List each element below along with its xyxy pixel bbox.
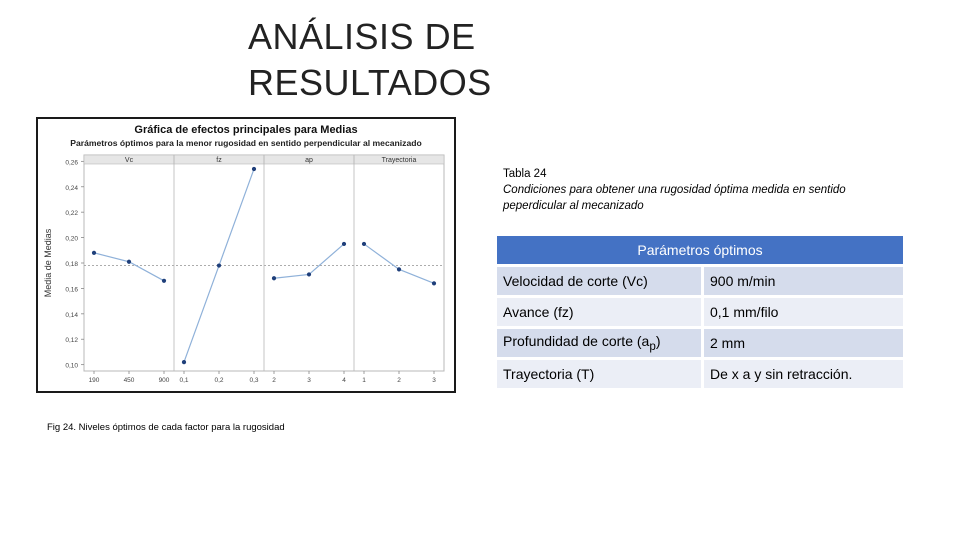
panel-label: Trayectoria (382, 157, 417, 164)
data-point (341, 241, 347, 247)
data-point (431, 281, 437, 286)
data-point (161, 278, 167, 283)
table-description: Condiciones para obtener una rugosidad ó… (503, 184, 846, 212)
panel-label: fz (216, 157, 222, 164)
x-tick-label: 0,3 (249, 377, 258, 384)
data-point (306, 272, 312, 277)
y-tick-label: 0,12 (65, 337, 78, 344)
panel-label: Vc (125, 157, 134, 164)
param-cell: Profundidad de corte (ap) (497, 326, 704, 359)
x-tick-label: 0,1 (179, 377, 188, 384)
chart-title: Gráfica de efectos principales para Medi… (134, 124, 357, 136)
slide-title: ANÁLISIS DE RESULTADOS (248, 14, 548, 106)
x-tick-label: 2 (272, 377, 276, 384)
data-point (181, 360, 187, 365)
main-effects-chart: Gráfica de efectos principales para Medi… (36, 117, 456, 393)
x-tick-label: 4 (342, 377, 346, 384)
y-tick-label: 0,16 (65, 286, 78, 293)
data-point (126, 259, 132, 264)
chart-subtitle: Parámetros óptimos para la menor rugosid… (70, 138, 421, 148)
param-cell: Velocidad de corte (Vc) (497, 264, 704, 297)
param-cell: Avance (fz) (497, 295, 704, 328)
table-caption: Tabla 24 Condiciones para obtener una ru… (503, 166, 893, 214)
param-text: Profundidad de corte (a (503, 333, 650, 350)
table-number: Tabla 24 (503, 168, 547, 180)
y-tick-label: 0,18 (65, 261, 78, 268)
x-tick-label: 2 (397, 377, 401, 384)
slide-title-line2: RESULTADOS (248, 62, 492, 103)
x-tick-label: 450 (124, 377, 135, 384)
optimal-parameters-table: Parámetros óptimos Velocidad de corte (V… (497, 236, 903, 388)
value-cell: 900 m/min (702, 264, 903, 297)
panel-label: ap (305, 157, 313, 164)
y-tick-label: 0,26 (65, 159, 78, 166)
value-cell: 2 mm (702, 326, 903, 359)
data-point (216, 263, 222, 268)
y-tick-label: 0,24 (65, 185, 78, 192)
data-point (251, 166, 257, 172)
table-row: Trayectoria (T) De x a y sin retracción. (497, 357, 903, 388)
slide-title-line1: ANÁLISIS DE (248, 16, 476, 57)
param-text-suffix: ) (655, 333, 661, 350)
table-row: Velocidad de corte (Vc) 900 m/min (497, 264, 903, 297)
table-row: Profundidad de corte (ap) 2 mm (497, 326, 903, 359)
y-tick-label: 0,10 (65, 363, 78, 370)
x-tick-label: 1 (362, 377, 366, 384)
y-axis-label: Media de Medias (43, 228, 53, 297)
chart-canvas: Gráfica de efectos principales para Medi… (43, 124, 445, 384)
x-tick-label: 900 (159, 377, 170, 384)
x-tick-label: 0,2 (214, 377, 223, 384)
y-tick-label: 0,14 (65, 312, 78, 319)
data-point (91, 250, 97, 255)
x-tick-label: 3 (432, 377, 436, 384)
table-row: Avance (fz) 0,1 mm/filo (497, 295, 903, 328)
table-header: Parámetros óptimos (497, 236, 903, 266)
data-point (271, 276, 277, 281)
figure-caption: Fig 24. Niveles óptimos de cada factor p… (47, 422, 285, 433)
x-tick-label: 190 (89, 377, 100, 384)
y-tick-label: 0,20 (65, 236, 78, 243)
x-tick-label: 3 (307, 377, 311, 384)
data-point (396, 267, 402, 272)
param-subscript: p (649, 339, 656, 353)
param-cell: Trayectoria (T) (497, 357, 704, 388)
value-cell: De x a y sin retracción. (702, 357, 903, 388)
y-tick-label: 0,22 (65, 210, 78, 217)
value-cell: 0,1 mm/filo (702, 295, 903, 328)
data-point (361, 241, 367, 247)
